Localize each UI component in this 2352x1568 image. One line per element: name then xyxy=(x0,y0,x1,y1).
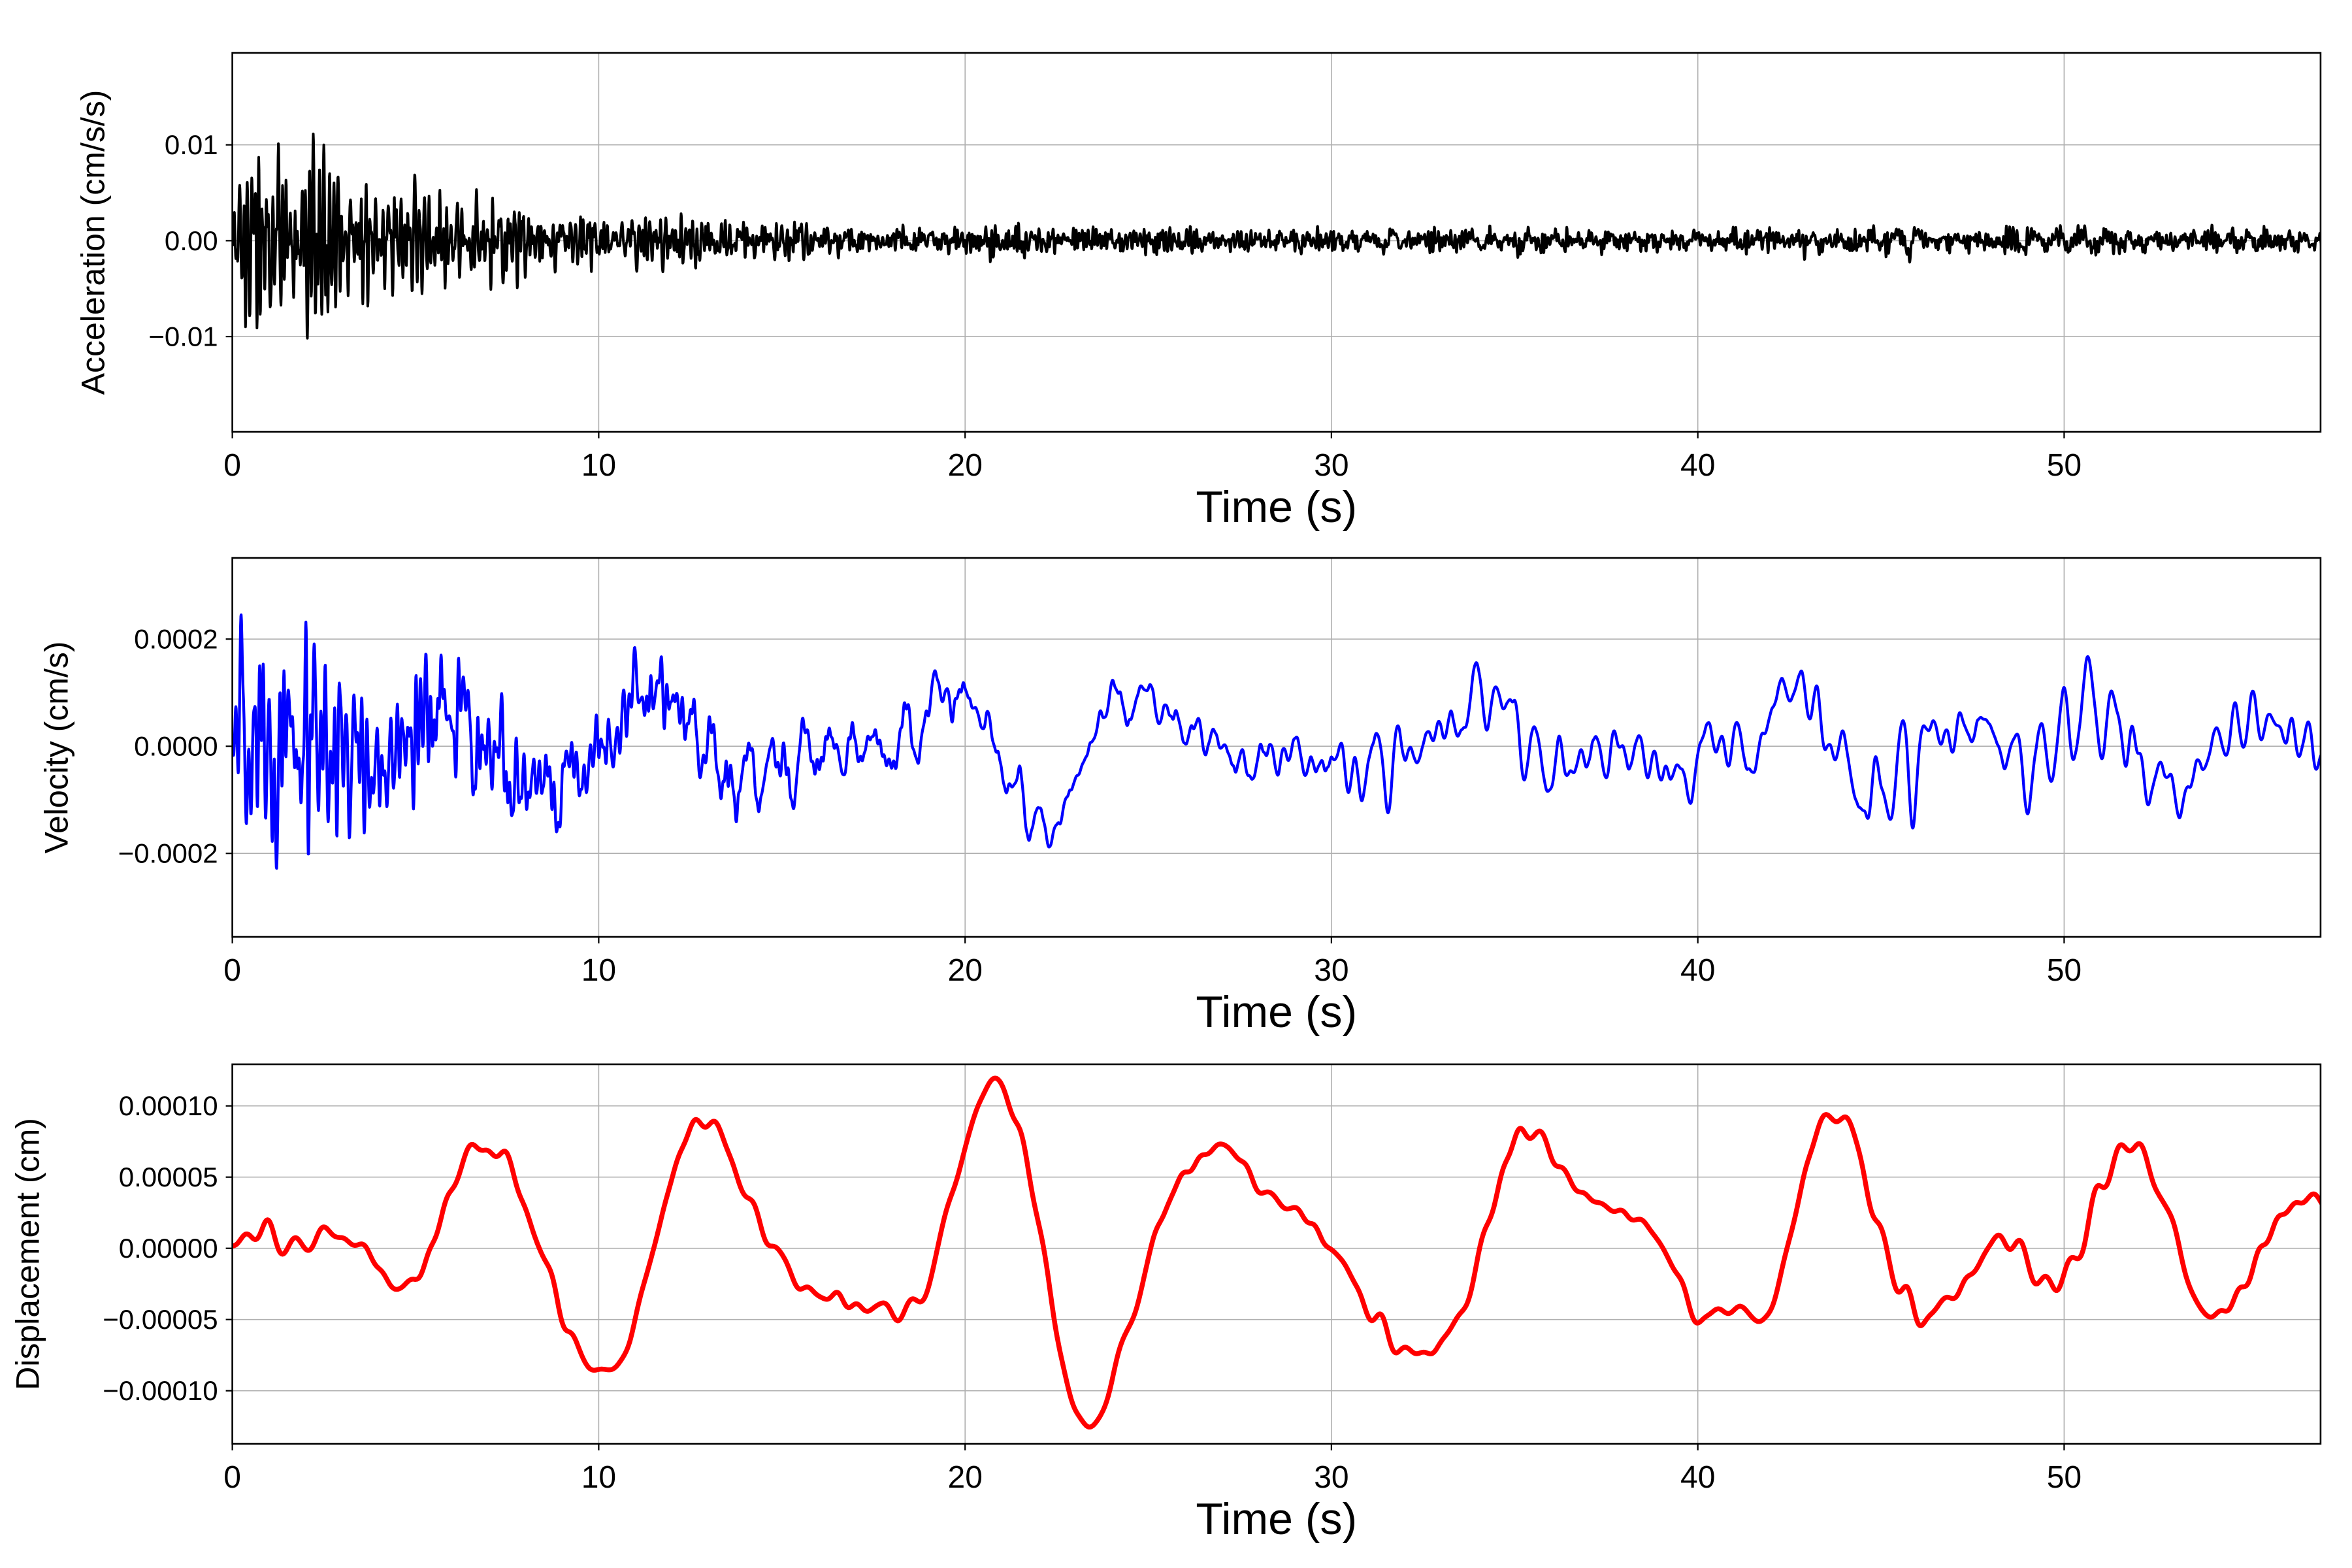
svg-text:30: 30 xyxy=(1314,953,1348,988)
svg-text:Time (s): Time (s) xyxy=(1196,1494,1357,1544)
svg-text:0.01: 0.01 xyxy=(165,129,218,160)
svg-text:Acceleration (cm/s/s): Acceleration (cm/s/s) xyxy=(75,90,112,395)
svg-text:0: 0 xyxy=(223,1460,241,1495)
svg-text:−0.00005: −0.00005 xyxy=(103,1304,218,1335)
svg-text:−0.00010: −0.00010 xyxy=(103,1375,218,1406)
svg-text:40: 40 xyxy=(1680,1460,1715,1495)
svg-text:40: 40 xyxy=(1680,953,1715,988)
svg-text:Time (s): Time (s) xyxy=(1196,482,1357,532)
svg-text:0.0002: 0.0002 xyxy=(134,624,218,655)
svg-text:50: 50 xyxy=(2047,1460,2082,1495)
svg-text:30: 30 xyxy=(1314,1460,1348,1495)
svg-text:0.00005: 0.00005 xyxy=(119,1162,218,1192)
svg-text:0: 0 xyxy=(223,953,241,988)
svg-text:20: 20 xyxy=(948,448,983,483)
svg-text:−0.01: −0.01 xyxy=(148,321,218,352)
svg-text:40: 40 xyxy=(1680,448,1715,483)
svg-text:Time (s): Time (s) xyxy=(1196,987,1357,1037)
svg-text:0.0000: 0.0000 xyxy=(134,731,218,762)
svg-text:20: 20 xyxy=(948,953,983,988)
svg-text:Displacement (cm): Displacement (cm) xyxy=(10,1118,46,1390)
svg-text:Velocity (cm/s): Velocity (cm/s) xyxy=(38,641,74,853)
svg-text:10: 10 xyxy=(581,448,616,483)
svg-text:0.00010: 0.00010 xyxy=(119,1090,218,1121)
svg-text:−0.0002: −0.0002 xyxy=(118,838,218,869)
svg-text:30: 30 xyxy=(1314,448,1348,483)
svg-text:50: 50 xyxy=(2047,953,2082,988)
svg-text:0.00: 0.00 xyxy=(165,225,218,256)
svg-text:10: 10 xyxy=(581,1460,616,1495)
svg-text:50: 50 xyxy=(2047,448,2082,483)
svg-text:20: 20 xyxy=(948,1460,983,1495)
svg-text:10: 10 xyxy=(581,953,616,988)
svg-text:0: 0 xyxy=(223,448,241,483)
svg-text:0.00000: 0.00000 xyxy=(119,1233,218,1264)
